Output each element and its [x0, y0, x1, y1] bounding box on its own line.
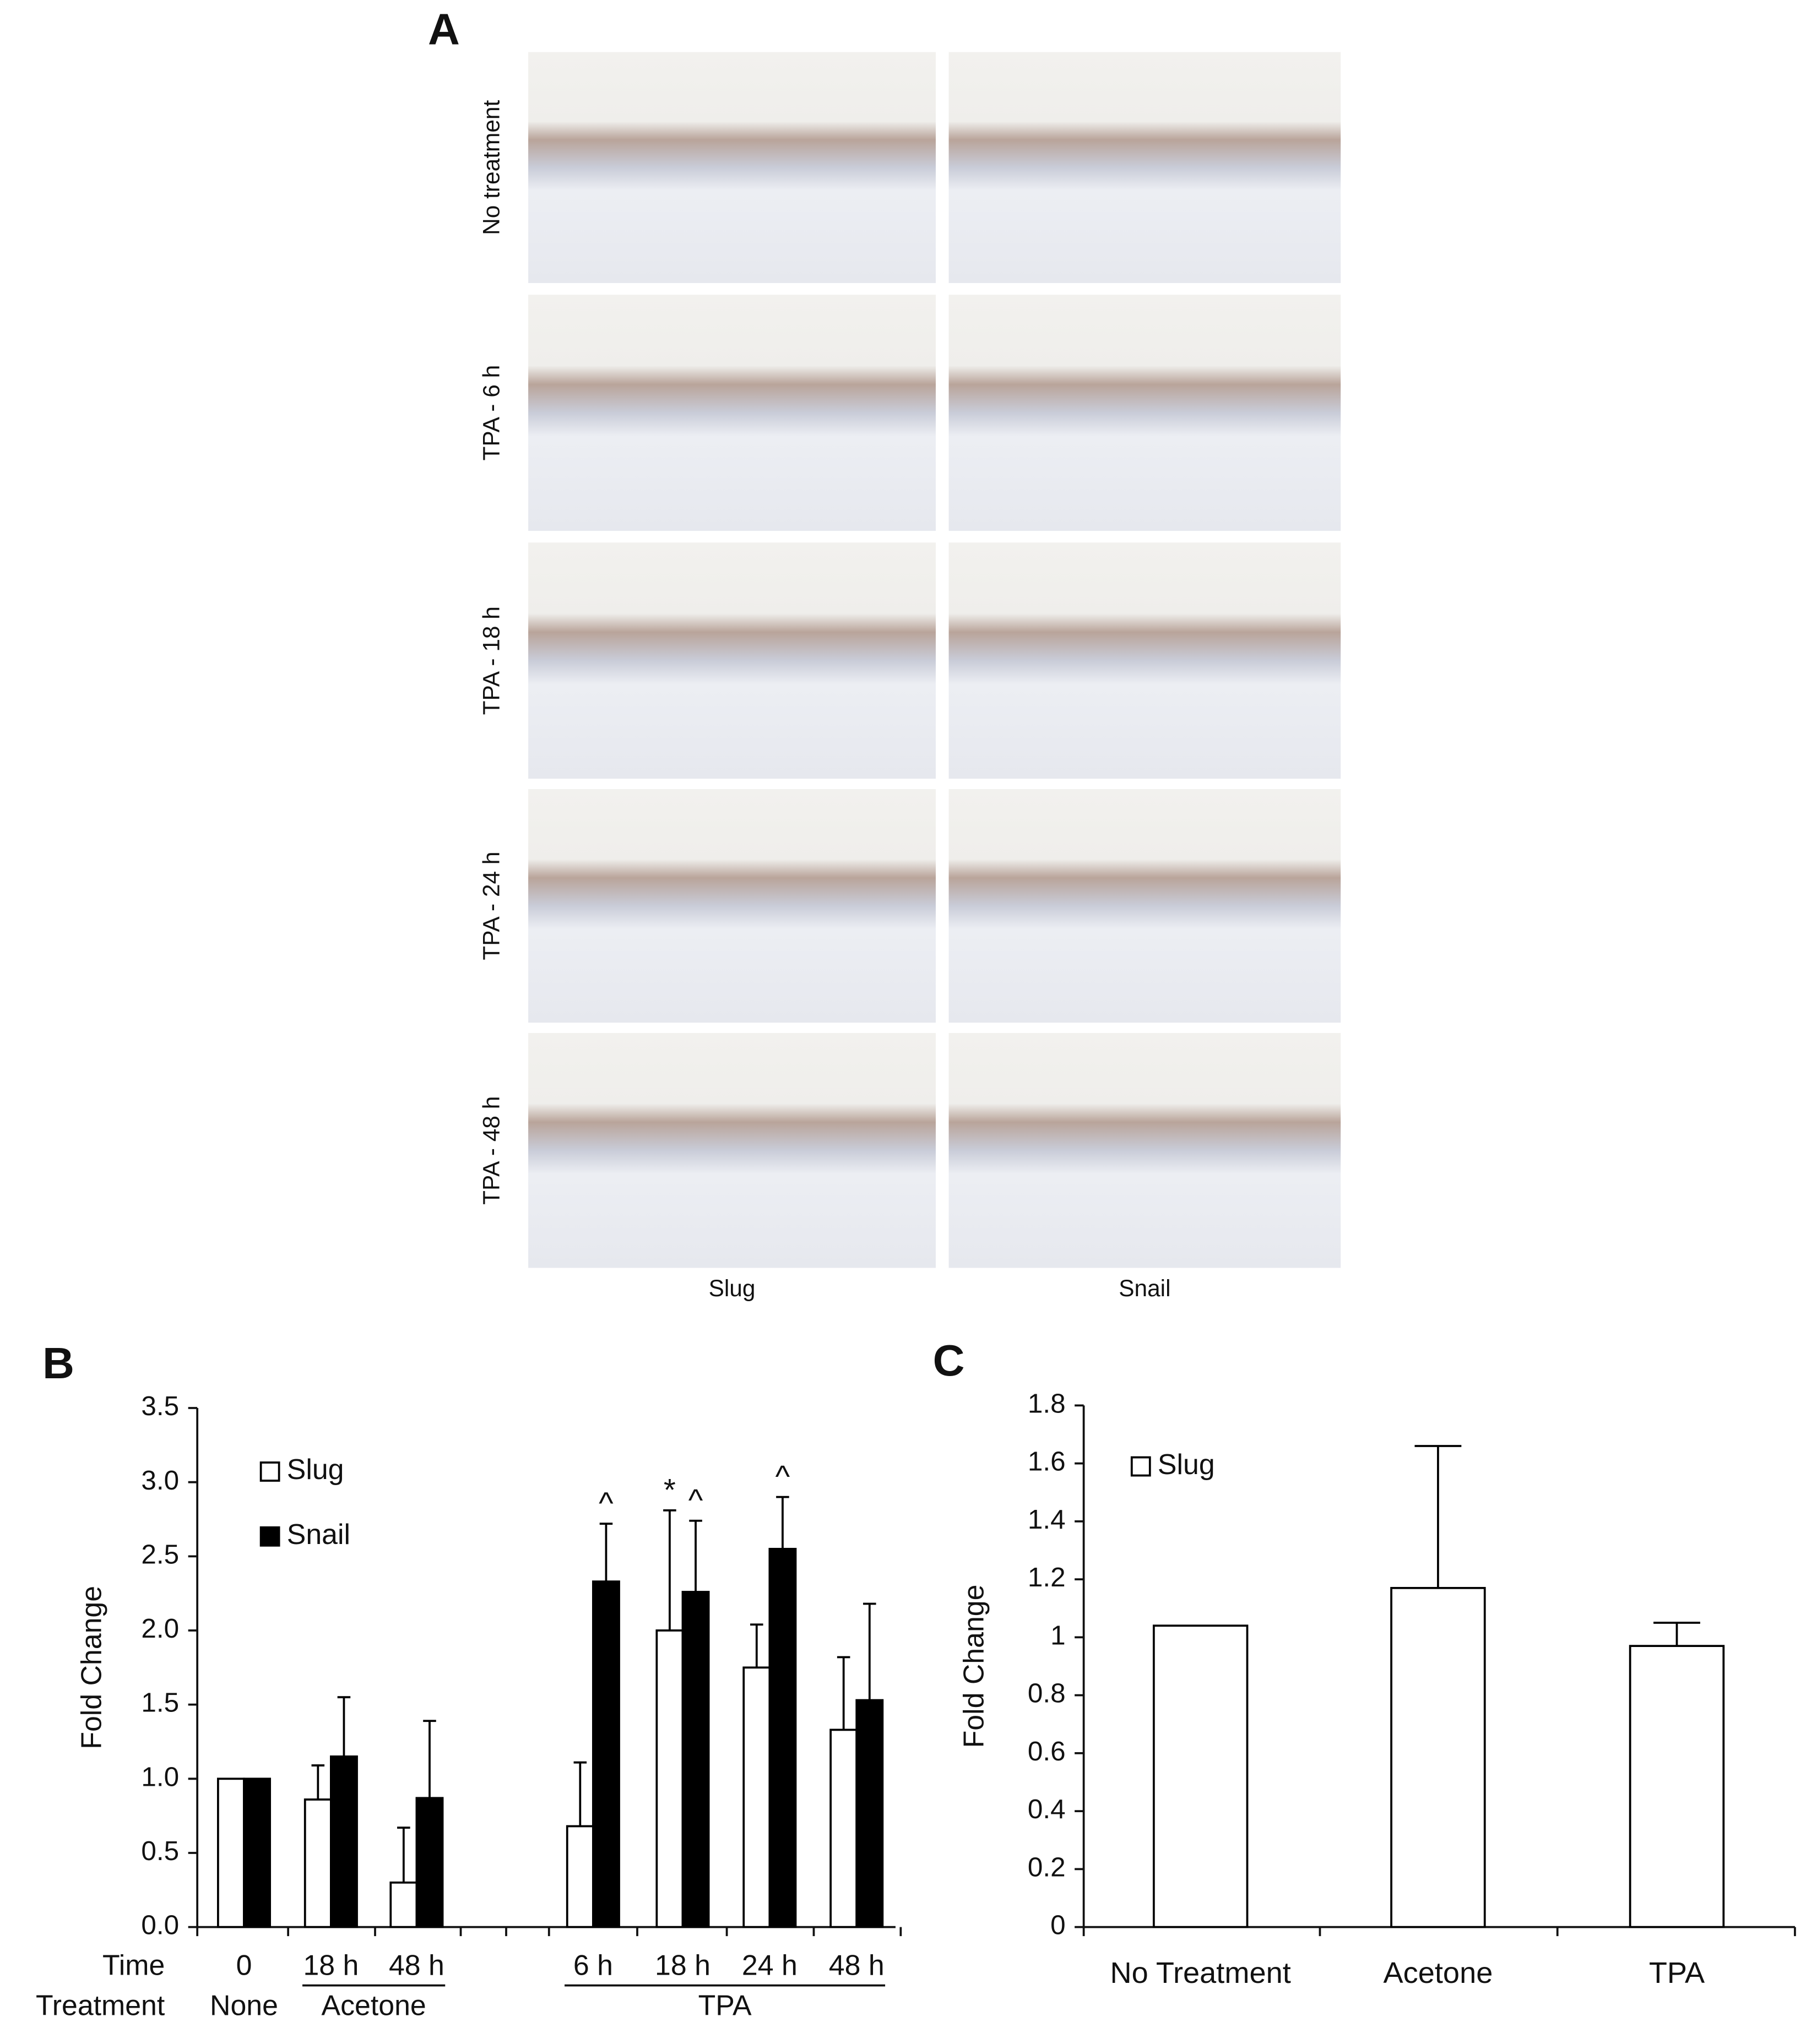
- bar: [243, 1777, 272, 1928]
- error-bar: [1414, 1445, 1462, 1588]
- error-bar: [750, 1623, 763, 1668]
- panel-label: B: [42, 1338, 74, 1388]
- x-tick-label: 6 h: [573, 1949, 613, 1981]
- column-label: Slug: [709, 1275, 756, 1301]
- row-label: TPA - 6 h: [479, 365, 505, 461]
- micrograph: [528, 542, 936, 779]
- significance-marker: *: [664, 1472, 676, 1507]
- y-tick-label: 0.6: [1028, 1736, 1066, 1766]
- y-tick-label: 0.5: [141, 1836, 179, 1866]
- bar: [742, 1666, 771, 1928]
- bar: [389, 1881, 418, 1928]
- x-tick-label: TPA: [1649, 1956, 1705, 1989]
- error-bar: [1653, 1622, 1700, 1646]
- error-bar: [573, 1761, 587, 1826]
- bar: [1629, 1645, 1725, 1928]
- y-axis-label: Fold Change: [958, 1585, 990, 1748]
- bar: [829, 1728, 858, 1928]
- bar: [216, 1777, 245, 1928]
- y-tick-label: 1.6: [1028, 1447, 1066, 1477]
- bar: [592, 1580, 620, 1928]
- y-tick-label: 1.5: [141, 1688, 179, 1718]
- y-tick-label: 0.0: [141, 1910, 179, 1940]
- row-label: TPA - 24 h: [479, 851, 505, 960]
- bar: [681, 1591, 710, 1928]
- legend-swatch: [259, 1461, 280, 1482]
- legend-label: Slug: [287, 1453, 344, 1485]
- bar: [303, 1798, 332, 1928]
- micrograph: [528, 52, 936, 284]
- bar: [1390, 1586, 1486, 1928]
- group-label: Acetone: [322, 1989, 426, 2021]
- x-tick-label: 18 h: [655, 1949, 710, 1981]
- error-bar: [663, 1509, 676, 1631]
- x-row-title: Treatment: [36, 1989, 165, 2021]
- x-tick-label: 48 h: [829, 1949, 885, 1981]
- y-tick-label: 0.2: [1028, 1852, 1066, 1882]
- x-tick-label: 24 h: [742, 1949, 798, 1981]
- micrograph: [948, 542, 1341, 779]
- y-tick-label: 2.0: [141, 1613, 179, 1644]
- micrograph: [948, 1033, 1341, 1268]
- significance-marker: ^: [599, 1486, 614, 1520]
- error-bar: [776, 1496, 789, 1549]
- y-tick-label: 0: [1050, 1910, 1066, 1940]
- significance-marker: ^: [688, 1483, 703, 1518]
- significance-marker: ^: [775, 1459, 790, 1494]
- y-tick-label: 3.5: [141, 1391, 179, 1421]
- y-tick-label: 1.8: [1028, 1388, 1066, 1418]
- legend-swatch: [259, 1526, 280, 1547]
- bar: [1152, 1624, 1249, 1928]
- micrograph: [528, 1033, 936, 1268]
- legend-swatch: [1130, 1456, 1151, 1477]
- bar: [768, 1547, 797, 1928]
- y-tick-label: 2.5: [141, 1539, 179, 1569]
- group-label: TPA: [698, 1989, 752, 2021]
- legend-label: Slug: [1158, 1448, 1215, 1480]
- micrograph: [528, 789, 936, 1023]
- micrograph: [528, 295, 936, 531]
- y-tick-label: 3.0: [141, 1465, 179, 1496]
- x-tick-label: 0: [236, 1949, 252, 1981]
- row-label: TPA - 48 h: [479, 1096, 505, 1205]
- micrograph: [948, 52, 1341, 284]
- y-tick-label: 0.8: [1028, 1678, 1066, 1709]
- bar: [415, 1797, 444, 1928]
- error-bar: [337, 1696, 351, 1757]
- error-bar: [599, 1523, 613, 1582]
- panel-label: A: [428, 4, 460, 53]
- bar: [566, 1825, 594, 1928]
- y-tick-label: 1.2: [1028, 1562, 1066, 1592]
- y-tick-label: 0.4: [1028, 1794, 1066, 1824]
- legend-label: Snail: [287, 1518, 350, 1550]
- micrograph: [948, 295, 1341, 531]
- bar: [330, 1755, 358, 1928]
- error-bar: [863, 1602, 876, 1700]
- error-bar: [311, 1764, 325, 1800]
- group-label: None: [210, 1989, 278, 2021]
- y-tick-label: 1.0: [141, 1762, 179, 1792]
- column-label: Snail: [1119, 1275, 1170, 1301]
- x-row-title: Time: [102, 1949, 165, 1981]
- bar: [655, 1629, 684, 1928]
- micrograph: [948, 789, 1341, 1023]
- y-axis-label: Fold Change: [75, 1586, 107, 1749]
- x-tick-label: 18 h: [303, 1949, 359, 1981]
- error-bar: [423, 1720, 436, 1798]
- row-label: No treatment: [479, 100, 505, 235]
- x-tick-label: 48 h: [389, 1949, 444, 1981]
- x-tick-label: No Treatment: [1110, 1956, 1291, 1989]
- y-tick-label: 1.4: [1028, 1504, 1066, 1535]
- error-bar: [689, 1519, 702, 1592]
- bar: [855, 1699, 884, 1928]
- error-bar: [837, 1656, 850, 1730]
- panel-label: C: [933, 1335, 965, 1385]
- x-tick-label: Acetone: [1384, 1956, 1493, 1989]
- row-label: TPA - 18 h: [479, 606, 505, 715]
- y-tick-label: 1: [1050, 1620, 1066, 1650]
- error-bar: [397, 1826, 410, 1883]
